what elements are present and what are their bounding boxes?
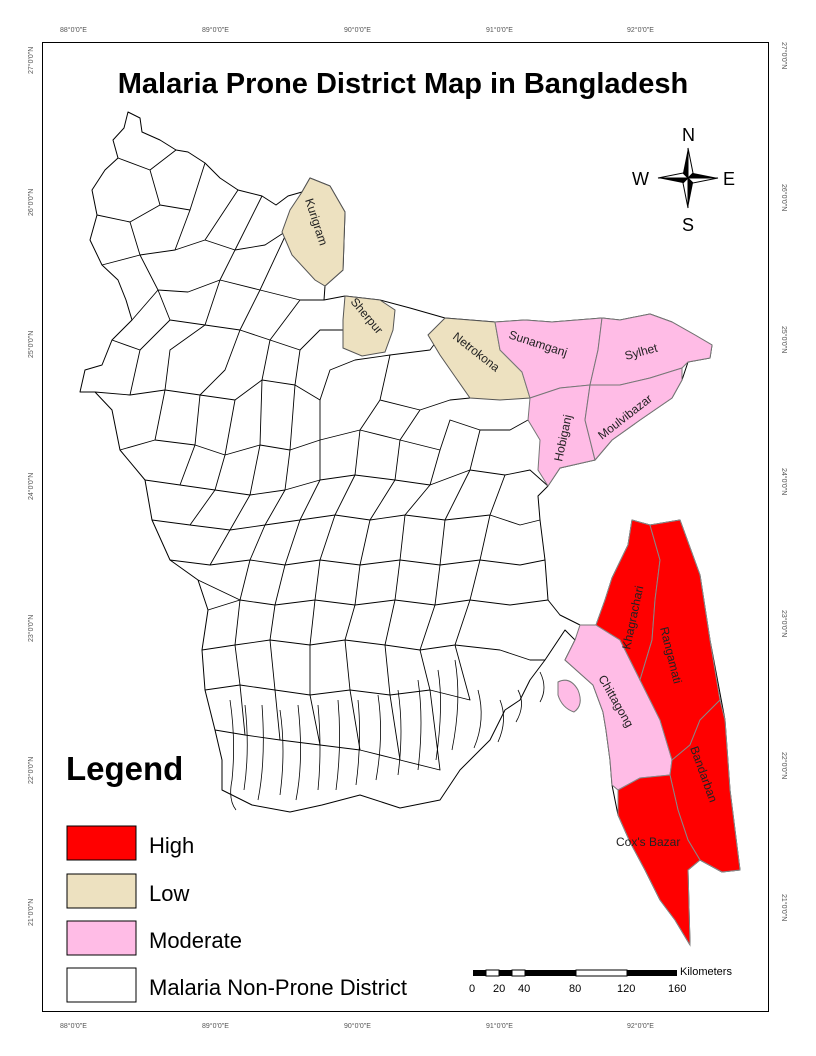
lon-label-top: 88°0'0"E [60,26,87,34]
lat-label-left: 22°0'0"N [27,757,35,784]
compass-east: E [723,169,735,189]
legend-label-non-prone: Malaria Non-Prone District [149,975,407,1000]
legend-swatch-non-prone [66,967,137,1003]
lat-label-left: 24°0'0"N [27,473,35,500]
lon-label-bottom: 92°0'0"E [627,1022,654,1030]
lat-label-right: 25°0'0"N [780,326,788,353]
lat-label-right: 23°0'0"N [780,610,788,637]
scale-tick: 0 [469,983,475,995]
lat-label-right: 22°0'0"N [780,752,788,779]
moderate-districts [494,313,713,791]
lat-label-right: 24°0'0"N [780,468,788,495]
scale-bar: Kilometers 0 20 40 80 120 160 [469,966,732,995]
scale-tick: 40 [518,983,530,995]
high-districts [595,519,741,947]
compass-north: N [682,125,695,145]
lon-label-bottom: 89°0'0"E [202,1022,229,1030]
compass-south: S [682,215,694,235]
lat-label-right: 27°0'0"N [780,42,788,69]
map-title: Malaria Prone District Map in Bangladesh [118,68,688,100]
legend-swatch-low [66,873,137,909]
lat-label-left: 25°0'0"N [27,331,35,358]
low-districts [281,177,531,401]
lat-label-left: 27°0'0"N [27,47,35,74]
lat-label-right: 26°0'0"N [780,184,788,211]
lat-label-left: 26°0'0"N [27,189,35,216]
lon-label-bottom: 88°0'0"E [60,1022,87,1030]
scale-unit: Kilometers [680,966,732,978]
district-sherpur [342,295,396,357]
graticule-labels: 88°0'0"E 89°0'0"E 90°0'0"E 91°0'0"E 92°0… [27,26,788,1030]
lat-label-left: 23°0'0"N [27,615,35,642]
lon-label-top: 92°0'0"E [627,26,654,34]
district-chittagong-island [557,679,581,713]
lon-label-bottom: 91°0'0"E [486,1022,513,1030]
lon-label-top: 91°0'0"E [486,26,513,34]
district-moulvibazar [584,367,683,462]
lon-label-top: 90°0'0"E [344,26,371,34]
label-coxs-bazar: Cox's Bazar [616,835,680,849]
compass-west: W [632,169,649,189]
legend-title: Legend [66,750,183,787]
district-kurigram [281,177,346,287]
district-boundaries [94,149,549,771]
scale-tick: 160 [668,983,686,995]
district-coxs-bazar [617,774,701,947]
lat-label-right: 21°0'0"N [780,894,788,921]
compass-rose: N S E W [632,125,735,235]
legend-label-low: Low [149,881,189,906]
legend-label-high: High [149,833,194,858]
scale-tick: 20 [493,983,505,995]
legend: Legend High Low Moderate Malaria Non-Pro… [66,750,407,1003]
legend-swatch-high [66,825,137,861]
lat-label-left: 21°0'0"N [27,899,35,926]
scale-tick: 80 [569,983,581,995]
scale-tick: 120 [617,983,635,995]
district-hobiganj [527,384,596,487]
map-frame [42,42,769,1012]
legend-swatch-moderate [66,920,137,956]
delta-islands [229,659,545,811]
legend-label-moderate: Moderate [149,928,242,953]
lon-label-bottom: 90°0'0"E [344,1022,371,1030]
lon-label-top: 89°0'0"E [202,26,229,34]
